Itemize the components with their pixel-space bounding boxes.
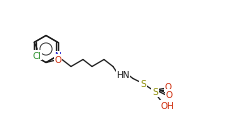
Text: O: O	[165, 82, 172, 91]
Text: O: O	[166, 90, 173, 99]
Text: O: O	[54, 56, 61, 64]
Text: HN: HN	[116, 70, 130, 79]
Text: Cl: Cl	[33, 51, 42, 60]
Text: S: S	[140, 79, 146, 88]
Text: OH: OH	[160, 101, 174, 110]
Text: S: S	[152, 87, 158, 96]
Text: N: N	[54, 52, 61, 61]
